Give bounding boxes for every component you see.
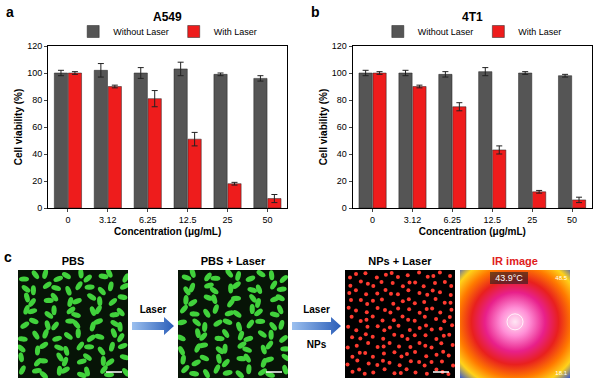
svg-text:Cell viability (%): Cell viability (%)	[13, 89, 24, 166]
svg-text:Without Laser: Without Laser	[418, 27, 474, 37]
svg-text:18.1: 18.1	[555, 370, 567, 376]
svg-text:60: 60	[337, 122, 347, 132]
svg-text:50: 50	[567, 215, 577, 225]
svg-text:0: 0	[37, 203, 42, 213]
svg-text:With Laser: With Laser	[214, 27, 257, 37]
svg-text:0: 0	[342, 203, 347, 213]
svg-text:4T1: 4T1	[462, 10, 483, 24]
svg-text:Concentration (μg/mL): Concentration (μg/mL)	[419, 226, 526, 237]
svg-text:120: 120	[27, 41, 42, 51]
svg-text:a: a	[6, 4, 14, 20]
svg-text:PBS + Laser: PBS + Laser	[201, 255, 266, 267]
svg-text:Laser: Laser	[140, 304, 167, 315]
svg-text:NPs: NPs	[307, 339, 327, 350]
svg-text:48.5: 48.5	[555, 275, 567, 281]
svg-text:0: 0	[370, 215, 375, 225]
svg-text:3.12: 3.12	[404, 215, 422, 225]
svg-text:60: 60	[32, 122, 42, 132]
svg-text:20: 20	[337, 176, 347, 186]
svg-text:NPs + Laser: NPs + Laser	[368, 255, 432, 267]
svg-text:25: 25	[527, 215, 537, 225]
svg-text:Laser: Laser	[303, 304, 330, 315]
svg-text:12.5: 12.5	[484, 215, 502, 225]
svg-text:Without Laser: Without Laser	[113, 27, 169, 37]
svg-text:c: c	[4, 249, 12, 265]
svg-text:120: 120	[332, 41, 347, 51]
svg-text:100: 100	[332, 68, 347, 78]
svg-text:3.12: 3.12	[99, 215, 117, 225]
svg-text:25: 25	[223, 215, 233, 225]
svg-text:0: 0	[65, 215, 70, 225]
svg-text:Concentration (μg/mL): Concentration (μg/mL)	[114, 226, 221, 237]
svg-text:A549: A549	[153, 10, 182, 24]
svg-text:80: 80	[32, 95, 42, 105]
svg-text:IR image: IR image	[492, 255, 538, 267]
svg-text:43.9°C: 43.9°C	[495, 273, 523, 283]
svg-text:With Laser: With Laser	[518, 27, 561, 37]
svg-text:Cell viability (%): Cell viability (%)	[318, 89, 329, 166]
svg-text:80: 80	[337, 95, 347, 105]
svg-text:50: 50	[262, 215, 272, 225]
svg-text:6.25: 6.25	[139, 215, 157, 225]
svg-text:12.5: 12.5	[179, 215, 197, 225]
svg-text:b: b	[311, 4, 320, 20]
svg-text:20: 20	[32, 176, 42, 186]
svg-text:PBS: PBS	[62, 255, 85, 267]
svg-text:6.25: 6.25	[444, 215, 462, 225]
svg-text:40: 40	[337, 149, 347, 159]
svg-text:40: 40	[32, 149, 42, 159]
svg-text:100: 100	[27, 68, 42, 78]
